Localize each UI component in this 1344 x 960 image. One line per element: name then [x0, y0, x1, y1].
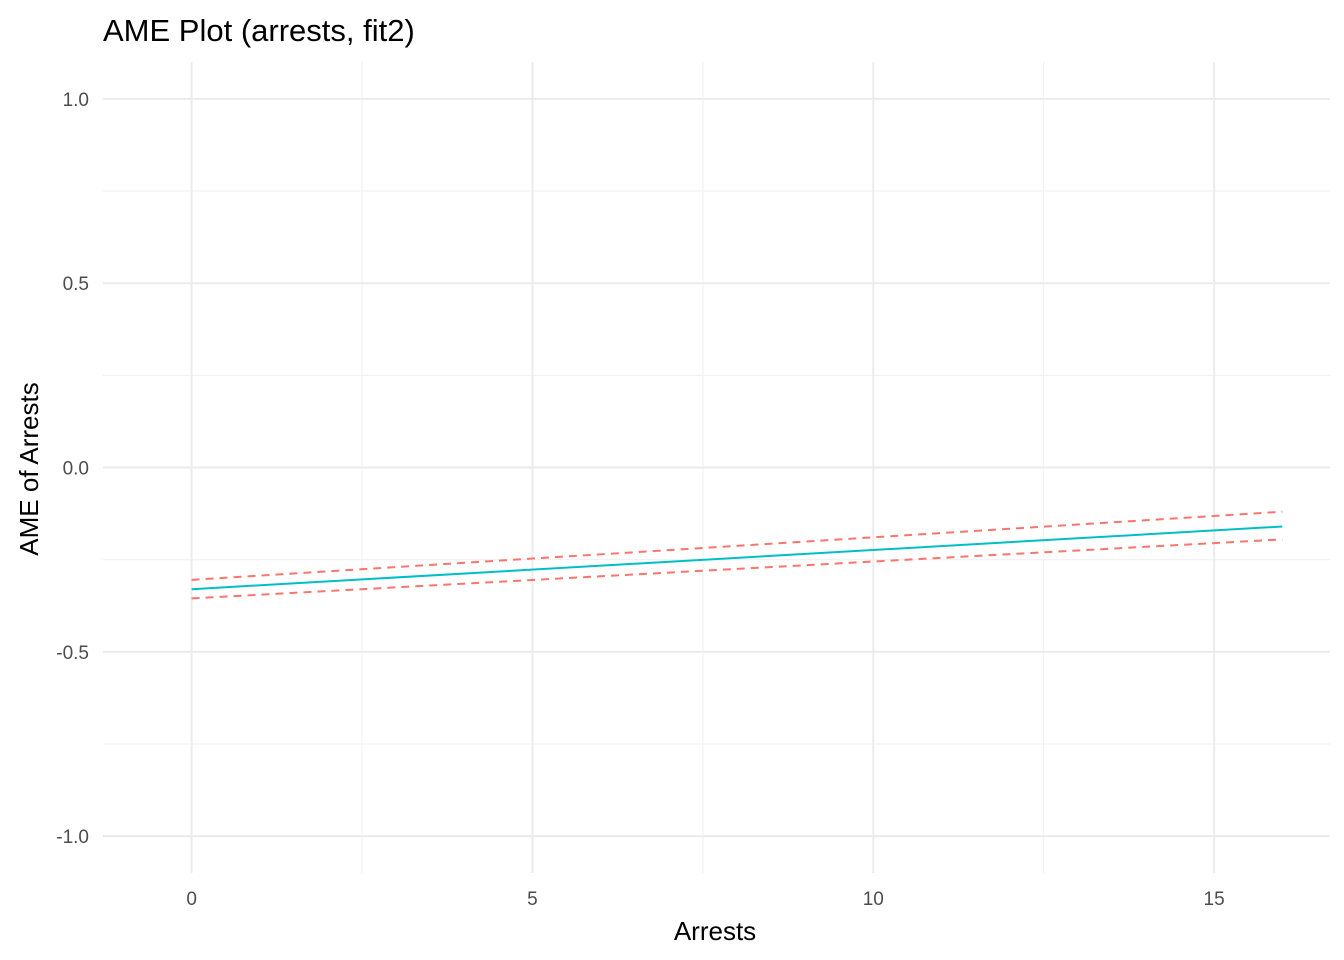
x-tick-label: 15: [1204, 889, 1225, 910]
chart-title: AME Plot (arrests, fit2): [103, 13, 415, 48]
y-tick-label: -1.0: [56, 827, 89, 848]
y-axis-title: AME of Arrests: [14, 382, 44, 555]
x-axis-ticks: 0 5 10 15: [186, 889, 1224, 910]
y-axis-ticks: -1.0 -0.5 0.0 0.5 1.0: [56, 90, 89, 848]
series-line-lower-bound: [191, 538, 1283, 600]
series-lines: [191, 510, 1283, 600]
y-tick-label: -0.5: [56, 643, 89, 664]
y-tick-label: 0.5: [63, 274, 89, 295]
y-tick-label: 0.0: [63, 459, 89, 480]
series-line-ame: [191, 525, 1283, 591]
series-line-upper-bound: [191, 510, 1283, 581]
y-tick-label: 1.0: [63, 90, 89, 111]
x-tick-label: 0: [186, 889, 197, 910]
x-tick-label: 10: [863, 889, 884, 910]
major-gridlines: [103, 62, 1330, 873]
x-axis-title: Arrests: [674, 916, 756, 946]
x-tick-label: 5: [527, 889, 538, 910]
